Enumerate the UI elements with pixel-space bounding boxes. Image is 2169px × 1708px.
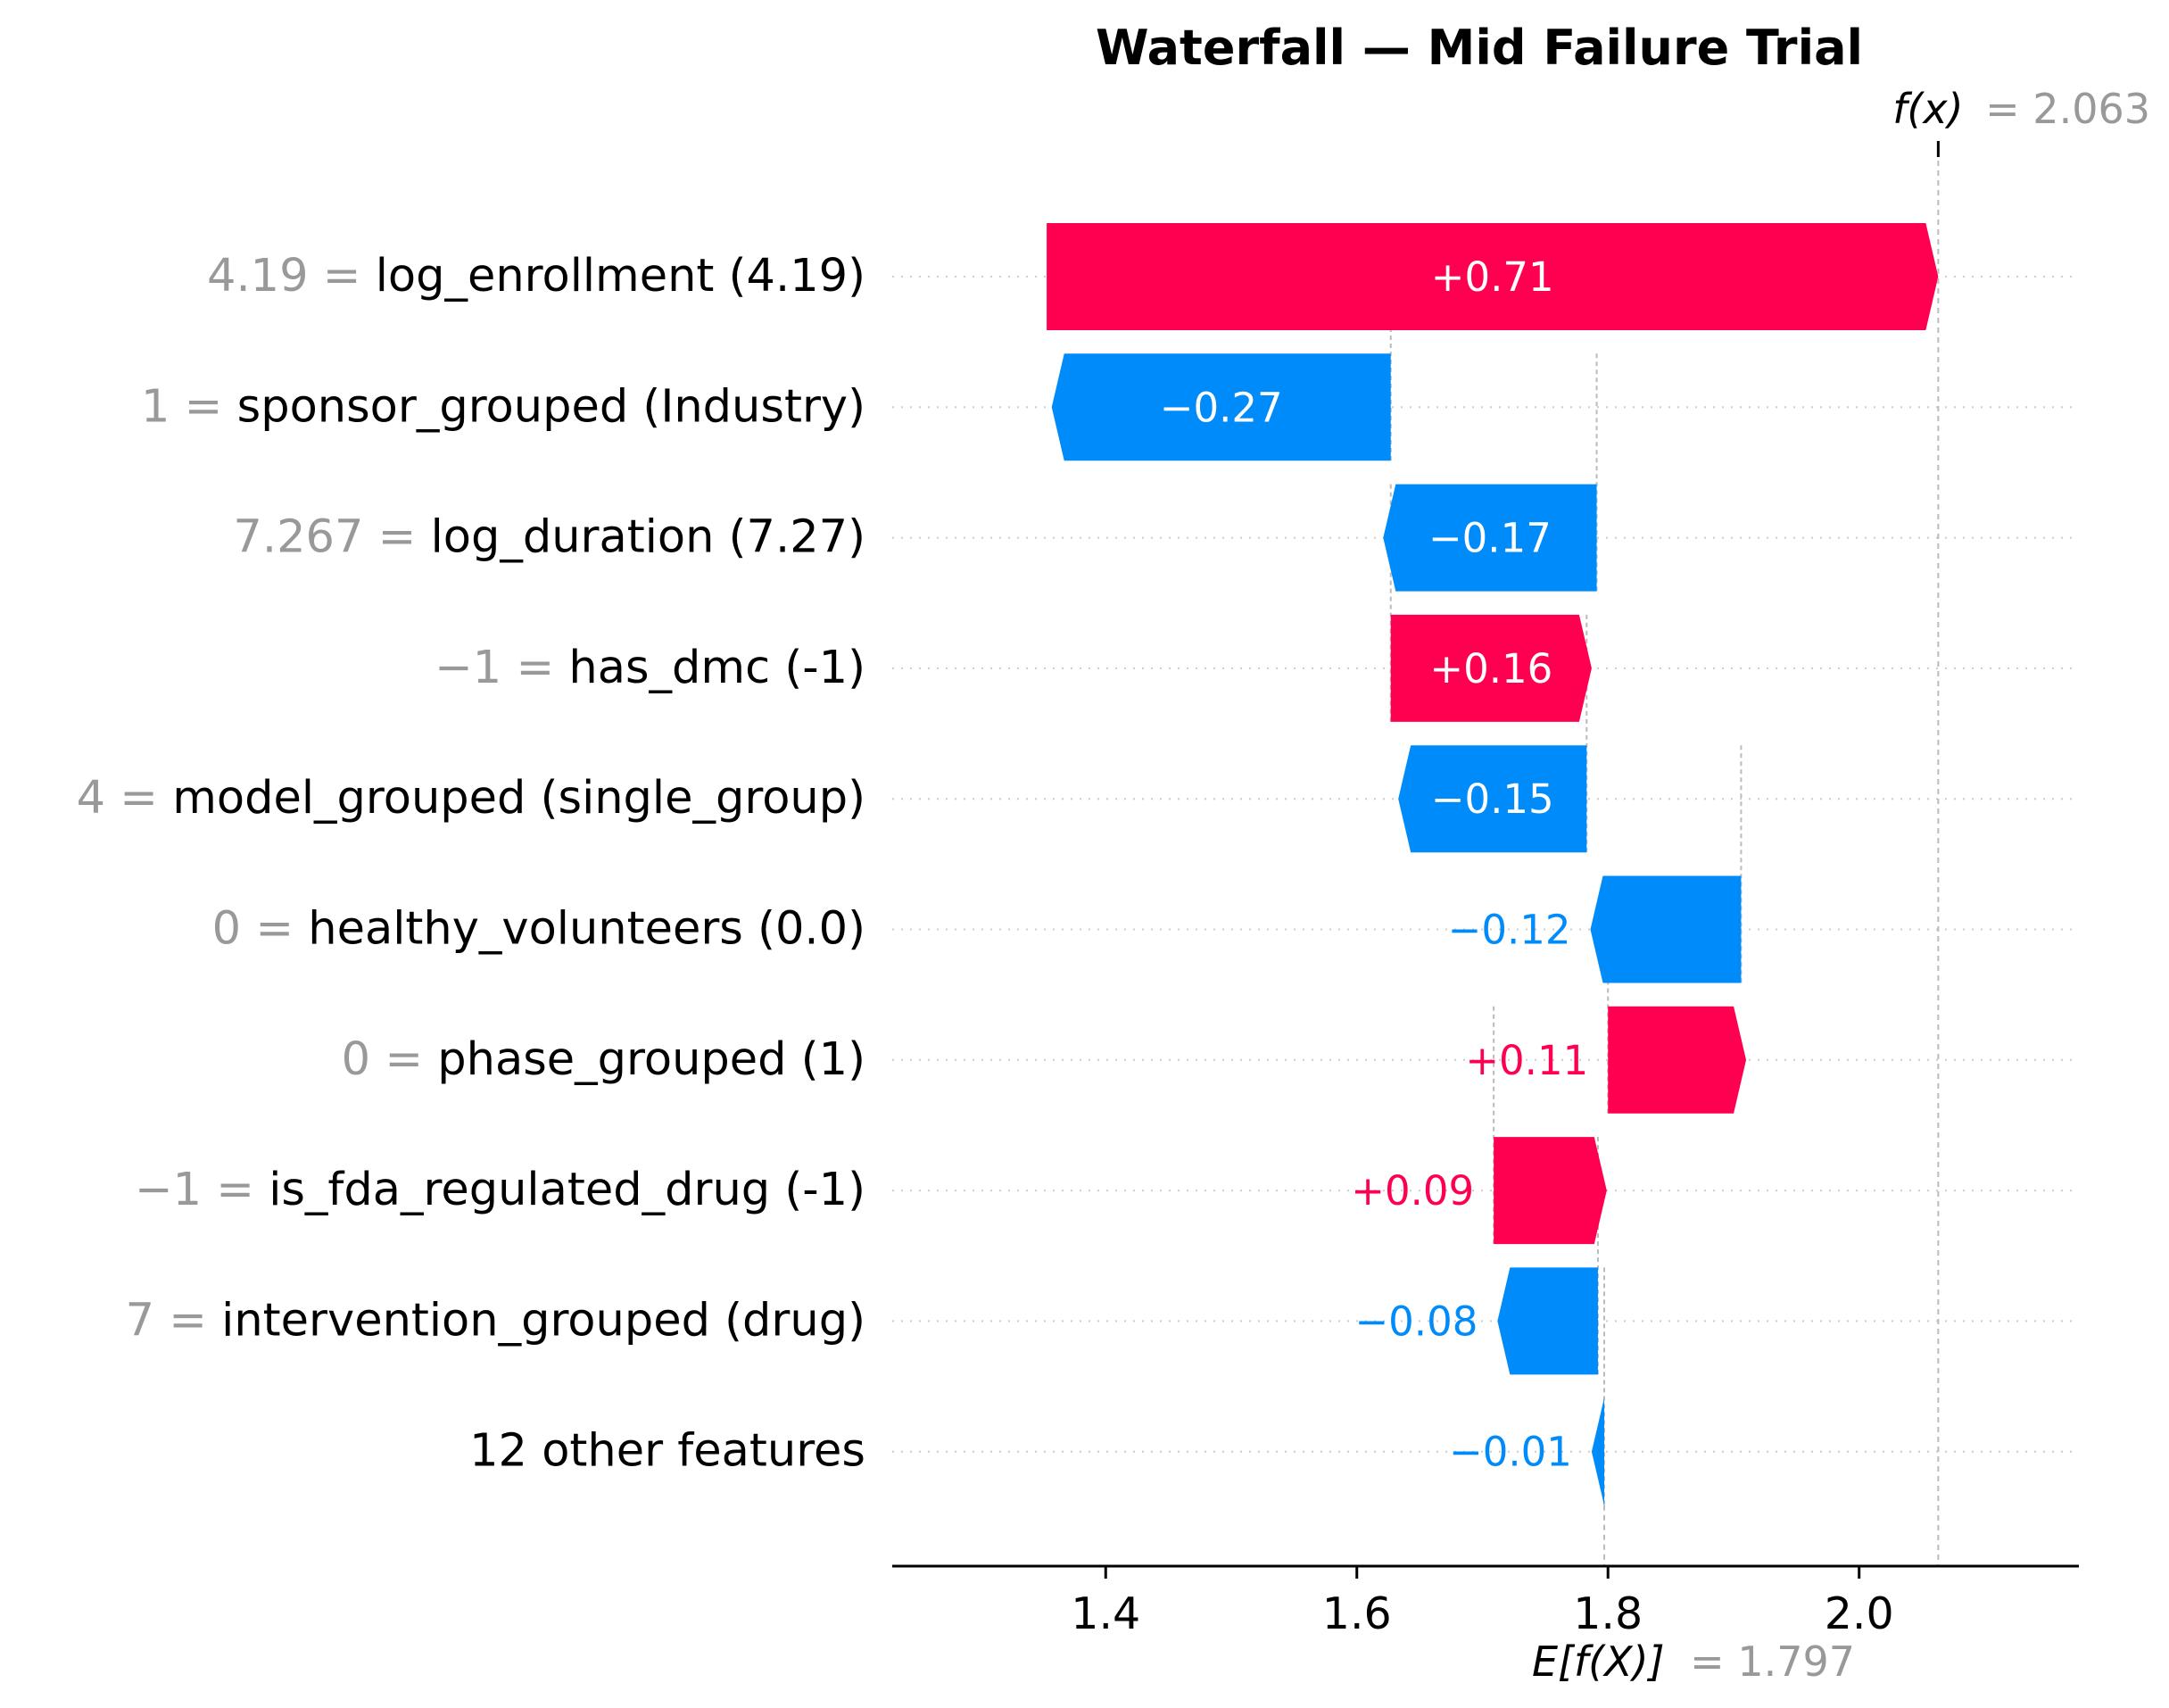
bar-value-label: −0.17 [1428,515,1552,562]
x-tick-label: 1.4 [1071,1588,1140,1639]
feature-name: sponsor_grouped (Industry) [237,380,865,433]
feature-label: 0 = phase_grouped (1) [342,1033,865,1086]
bar-value-label: −0.08 [1354,1298,1478,1345]
feature-name: log_duration (7.27) [431,511,865,564]
bar [1590,875,1742,983]
bar [1390,614,1592,722]
feature-label: 1 = sponsor_grouped (Industry) [141,380,865,433]
fx-value: = 2.063 [1985,85,2150,133]
x-tick-label: 1.6 [1322,1588,1392,1639]
feature-name: is_fda_regulated_drug (-1) [269,1164,865,1216]
feature-name: phase_grouped (1) [437,1033,865,1086]
x-tick-label: 1.8 [1573,1588,1643,1639]
feature-name: intervention_grouped (drug) [221,1294,865,1347]
bar [1591,1397,1604,1505]
ex-symbol: E[f(X)] [1532,1638,1665,1686]
feature-label: 7.267 = log_duration (7.27) [233,511,865,564]
feature-label: 4.19 = log_enrollment (4.19) [207,250,865,303]
bar-value-label: −0.15 [1431,775,1554,823]
bar [1383,484,1597,592]
bar [1494,1137,1607,1245]
feature-name: log_enrollment (4.19) [376,250,865,303]
feature-value: 1 = [141,380,237,433]
bar-value-label: −0.01 [1449,1429,1572,1476]
feature-label: −1 = has_dmc (-1) [435,642,865,694]
fx-symbol: f(x) [1892,85,1963,133]
feature-value: 7.267 = [233,511,430,564]
bar [1047,223,1939,330]
bar [1608,1006,1747,1114]
x-tick-label: 2.0 [1825,1588,1894,1639]
bar-value-label: +0.09 [1351,1167,1474,1215]
feature-value: −1 = [135,1164,269,1216]
bar-value-label: −0.12 [1448,907,1571,954]
bar [1398,745,1587,853]
bar [1497,1267,1598,1375]
feature-label: 7 = intervention_grouped (drug) [126,1294,865,1347]
bars: +0.71 −0.27 −0.17 +0.16 −0.15 −0.12 +0.11 +0.09… [1047,223,1939,1505]
ex-value: = 1.797 [1690,1638,1855,1686]
bar-value-label: +0.71 [1431,253,1554,301]
chart-title: Waterfall — Mid Failure Trial [1096,20,1863,76]
bar-value-label: +0.16 [1429,645,1552,692]
feature-value: 7 = [126,1294,222,1347]
bar [1051,353,1391,461]
feature-value: 4.19 = [207,250,376,303]
feature-value: −1 = [435,642,568,694]
bar-value-label: −0.27 [1160,384,1283,431]
feature-name: 12 other features [469,1425,865,1478]
feature-label: 4 = model_grouped (single_group) [77,772,865,825]
feature-name: healthy_volunteers (0.0) [308,903,865,956]
bar-value-label: +0.11 [1465,1037,1588,1084]
feature-value: 0 = [212,903,309,956]
feature-labels: 4.19 = log_enrollment (4.19) 1 = sponsor_… [77,250,865,1478]
feature-name: has_dmc (-1) [568,642,865,694]
base-value-label: E[f(X)] = 1.797 [1532,1638,1855,1686]
feature-label: −1 = is_fda_regulated_drug (-1) [135,1164,865,1216]
feature-label: 12 other features [469,1425,865,1478]
feature-label: 0 = healthy_volunteers (0.0) [212,903,865,956]
feature-value: 0 = [342,1033,438,1086]
feature-name: model_grouped (single_group) [172,772,865,825]
feature-value: 4 = [77,772,173,825]
output-value-label: f(x) = 2.063 [1892,85,2150,133]
x-axis-ticks: 1.4 1.6 1.8 2.0 [1071,1566,1894,1639]
